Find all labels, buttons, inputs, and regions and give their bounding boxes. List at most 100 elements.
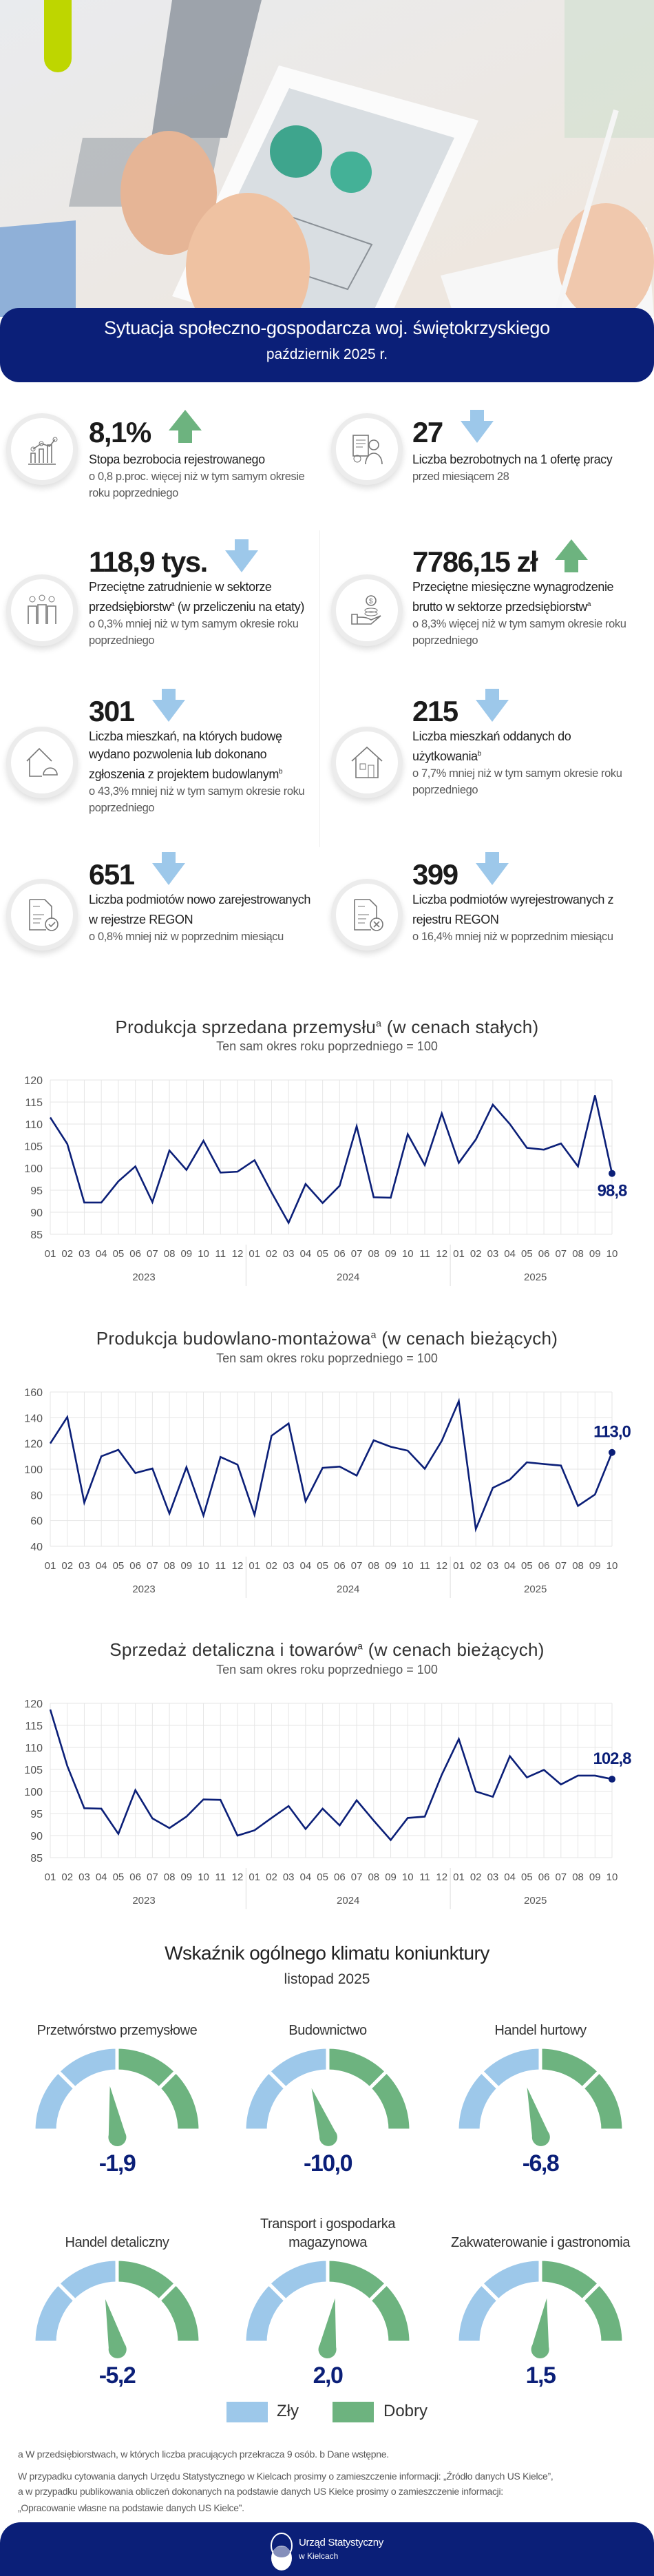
x-tick-label: 09	[180, 1871, 192, 1883]
x-tick-label: 07	[351, 1871, 363, 1883]
legend-swatch-bad	[226, 2402, 268, 2422]
y-tick-label: 100	[24, 1163, 43, 1175]
x-tick-label: 11	[419, 1248, 430, 1260]
kpi-value: 27	[412, 416, 443, 448]
x-tick-label: 12	[436, 1248, 447, 1260]
org-name-line1: Urząd Statystyczny	[299, 2537, 383, 2548]
y-tick-label: 40	[30, 1541, 43, 1553]
gauge-label: Budownictwo	[288, 2023, 367, 2038]
citation-note: a w przypadku publikowania obliczeń doko…	[18, 2486, 503, 2497]
x-tick-label: 04	[300, 1248, 312, 1260]
gauge	[455, 2257, 626, 2358]
us-logo-icon	[271, 2533, 293, 2570]
x-tick-label: 05	[521, 1871, 533, 1883]
kpi-label: Liczba podmiotów nowo zarejestrowanych w…	[89, 893, 310, 926]
climate-title: Wskaźnik ogólnego klimatu koniunktury	[165, 1942, 489, 1964]
y-tick-label: 120	[24, 1439, 43, 1451]
x-tick-label: 10	[198, 1560, 209, 1572]
x-tick-label: 10	[606, 1248, 618, 1260]
x-tick-label: 10	[402, 1248, 414, 1260]
climate-subtitle: listopad 2025	[284, 1971, 370, 1987]
kpi-change: o 7,7% mniej niż w tym samym okresie rok…	[412, 767, 622, 796]
chart-subtitle: Ten sam okres roku poprzedniego = 100	[216, 1039, 438, 1053]
x-tick-label: 09	[180, 1248, 192, 1260]
data-point	[609, 1170, 615, 1177]
x-tick-label: 09	[589, 1248, 601, 1260]
x-tick-label: 08	[368, 1248, 379, 1260]
kpi-value: 651	[89, 858, 135, 891]
gauge-segment-good	[367, 2281, 413, 2345]
footnote: a W przedsiębiorstwach, w których liczba…	[18, 2449, 389, 2460]
x-tick-label: 04	[504, 1871, 516, 1883]
x-tick-label: 05	[113, 1560, 125, 1572]
construction-production-chart: 40 60 80 100 120 140 160 01 02 03 04 05 06 07 08 09 10 11…	[24, 1387, 632, 1598]
house-helmet-icon	[26, 747, 58, 777]
year-label: 2024	[337, 1895, 359, 1907]
kpi-card: 7786,15 zł Przeciętne miesięczne wynagrod…	[412, 539, 640, 649]
y-tick-label: 60	[30, 1516, 43, 1528]
x-tick-label: 06	[334, 1871, 346, 1883]
x-tick-label: 11	[215, 1871, 226, 1883]
kpi-label: Liczba mieszkań oddanych do użytkowaniab	[412, 729, 571, 763]
gauge-label: Handel detaliczny	[65, 2235, 169, 2250]
x-tick-label: 01	[249, 1248, 260, 1260]
y-tick-label: 80	[30, 1490, 43, 1502]
gauge-segment-bad	[55, 2045, 119, 2091]
x-tick-label: 12	[436, 1871, 447, 1883]
y-tick-label: 95	[30, 1185, 43, 1197]
x-tick-label: 02	[61, 1560, 73, 1572]
x-tick-label: 08	[368, 1560, 379, 1572]
x-tick-label: 02	[470, 1248, 482, 1260]
y-tick-label: 85	[30, 1853, 43, 1865]
x-tick-label: 07	[351, 1560, 363, 1572]
kpi-change: o 0,8% mniej niż w poprzednim miesiącu	[89, 931, 284, 943]
svg-text:$: $	[369, 598, 373, 605]
y-tick-label: 95	[30, 1809, 43, 1820]
x-tick-label: 01	[45, 1560, 56, 1572]
x-tick-label: 06	[334, 1560, 346, 1572]
accent-bar	[44, 0, 72, 72]
arrow-down-icon	[460, 410, 494, 443]
gauge	[455, 2045, 626, 2146]
job-offer-icon	[352, 435, 383, 465]
series-line	[49, 1095, 613, 1225]
x-tick-label: 02	[266, 1871, 277, 1883]
x-tick-label: 04	[96, 1871, 107, 1883]
x-tick-label: 08	[164, 1560, 176, 1572]
legend-label-bad: Zły	[277, 2402, 299, 2420]
y-tick-label: 120	[24, 1075, 43, 1087]
kpi-icon-circle	[6, 879, 78, 951]
x-tick-label: 03	[78, 1248, 90, 1260]
gauge-segment-good	[580, 2068, 626, 2132]
org-name: Urząd Statystyczny w Kielcach	[299, 2537, 383, 2561]
x-tick-label: 03	[487, 1560, 499, 1572]
arrow-down-icon	[151, 852, 185, 885]
gauge-label: Transport i gospodarka magazynowa	[260, 2216, 396, 2250]
gauge-label: Handel hurtowy	[494, 2023, 587, 2038]
x-tick-label: 09	[385, 1248, 397, 1260]
x-tick-label: 08	[572, 1871, 584, 1883]
kpi-card: 27 Liczba bezrobotnych na 1 ofertę pracy p…	[412, 410, 640, 485]
hero-photo	[0, 0, 654, 317]
kpi-card: 215 Liczba mieszkań oddanych do użytkowan…	[412, 689, 640, 798]
citation-note: „Opracowanie własne na podstawie danych …	[18, 2502, 244, 2513]
arrow-down-icon	[475, 852, 509, 885]
data-point	[609, 1448, 615, 1456]
document-remove-icon	[354, 899, 383, 931]
arrow-up-icon	[168, 410, 202, 443]
chart-title: Produkcja sprzedana przemysłua (w cenach…	[115, 1017, 539, 1037]
x-tick-label: 11	[419, 1560, 430, 1572]
last-value-label: 102,8	[593, 1749, 631, 1768]
gauge-value: -5,2	[98, 2362, 136, 2389]
gauge-needle	[105, 2299, 127, 2358]
y-tick-label: 105	[24, 1765, 43, 1776]
x-tick-label: 01	[45, 1871, 56, 1883]
x-tick-label: 09	[385, 1560, 397, 1572]
year-label: 2025	[524, 1895, 547, 1907]
x-tick-label: 02	[61, 1248, 73, 1260]
x-tick-label: 03	[78, 1560, 90, 1572]
gauge-needle	[531, 2298, 549, 2358]
x-tick-label: 10	[606, 1560, 618, 1572]
x-tick-label: 09	[589, 1871, 601, 1883]
x-tick-label: 12	[232, 1871, 244, 1883]
